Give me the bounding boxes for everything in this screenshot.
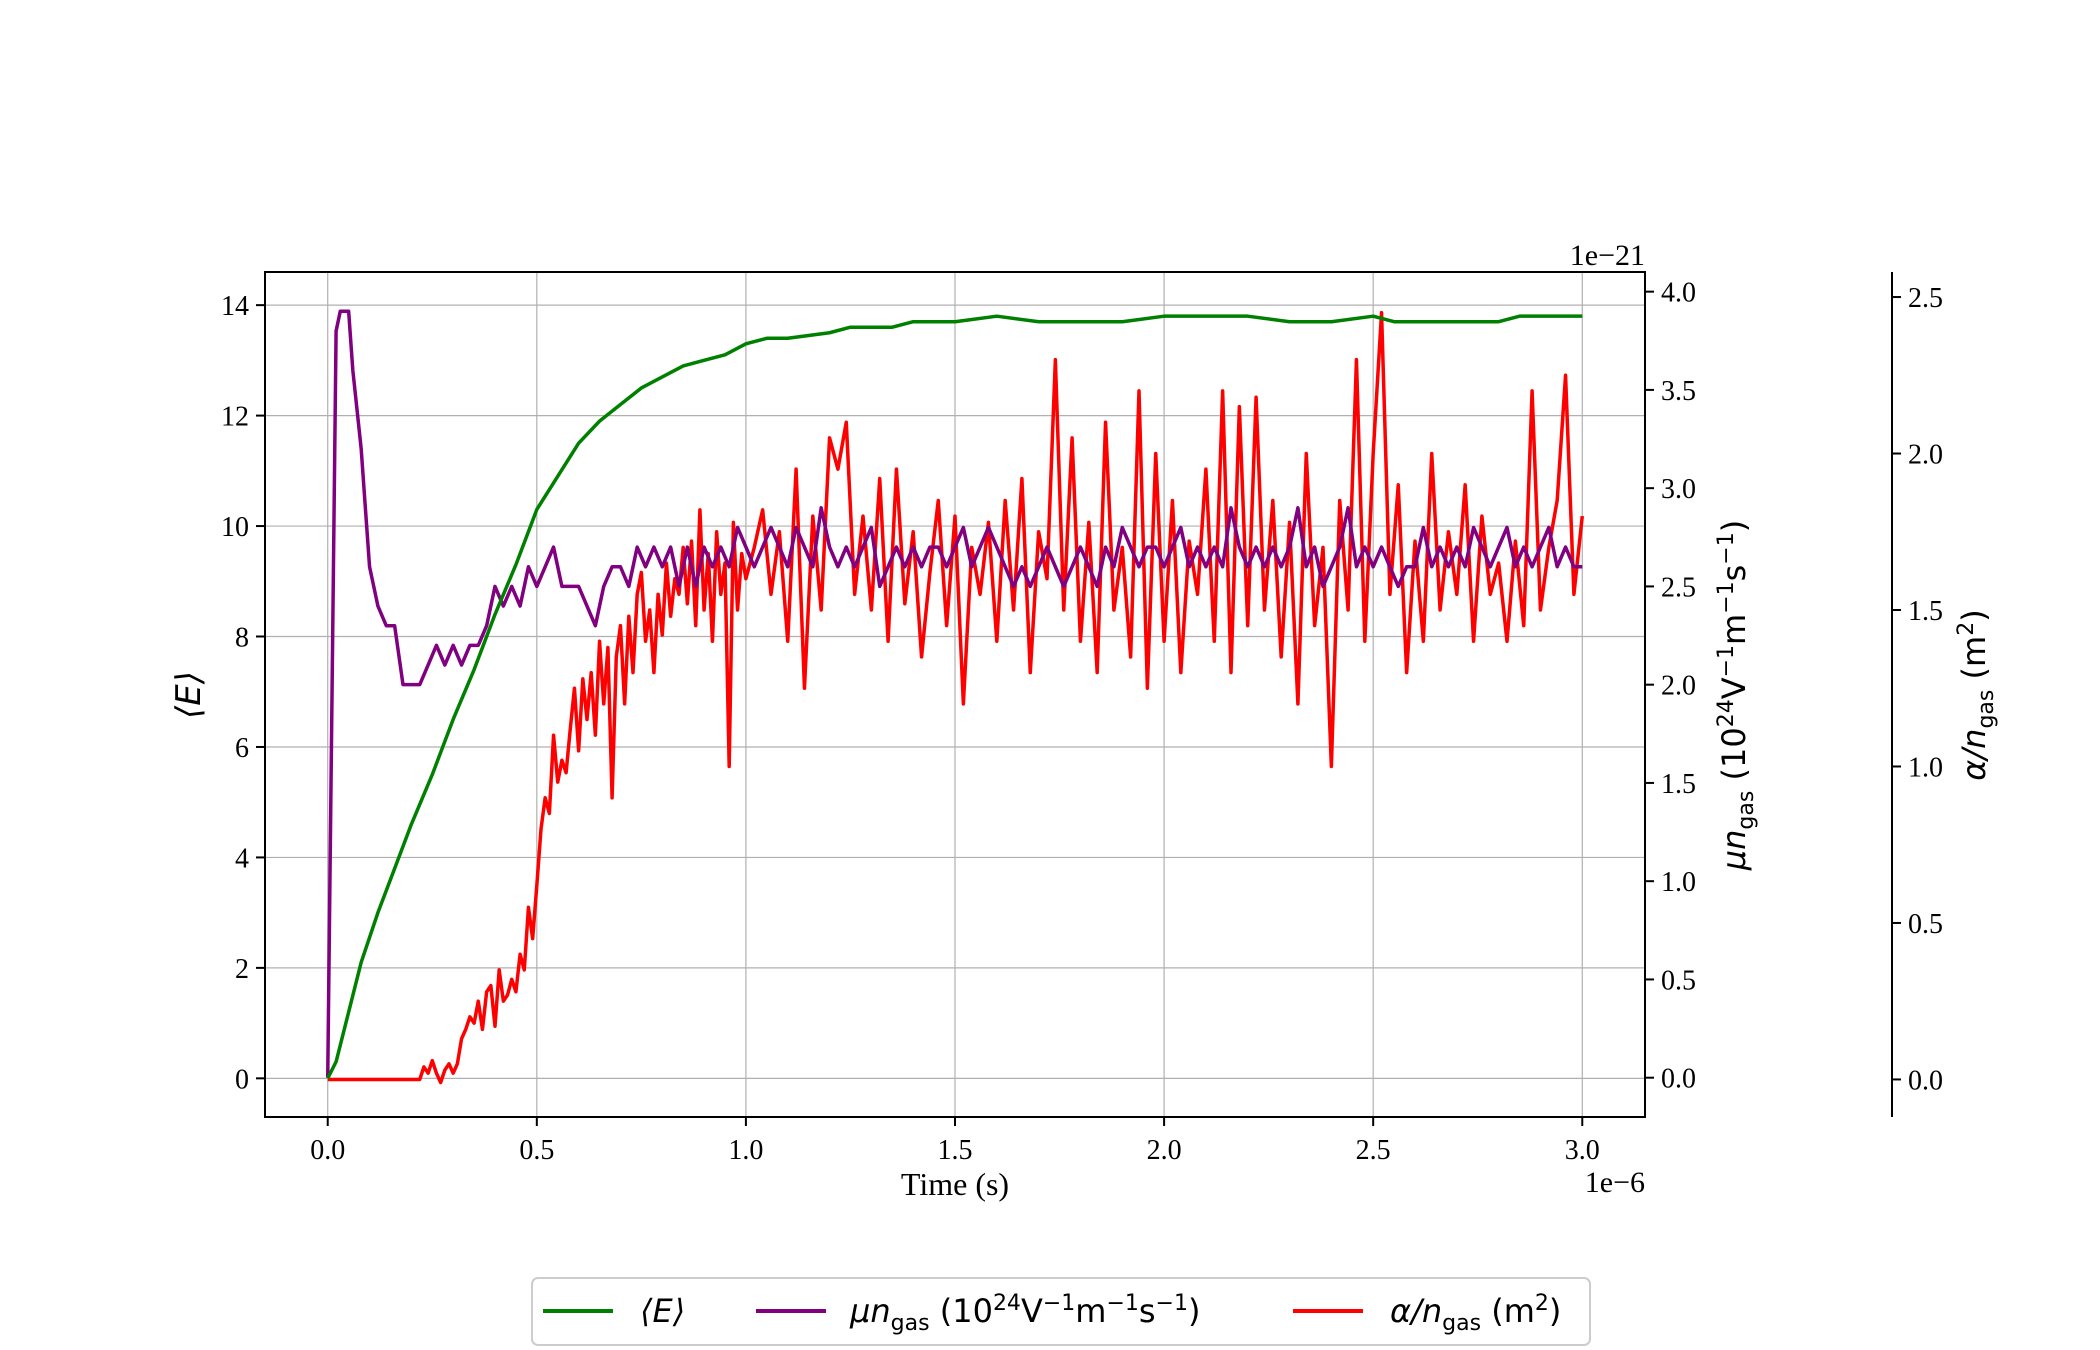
y-right2-label-main: α/n: [1955, 729, 1993, 781]
series-line-energy: [326, 314, 1583, 1080]
y-left-tick-label: 6: [235, 733, 249, 764]
y-right1-tick-label: 3.5: [1661, 376, 1696, 407]
legend-alpha-sup: 2: [1535, 1291, 1549, 1316]
series-line-mobility: [325, 309, 1583, 1078]
x-tick-label: 2.5: [1356, 1135, 1391, 1166]
y-right1-label-sup4: −1: [1714, 532, 1739, 564]
y-right2-axis-ticks: 0.0 0.5 1.0 1.5 2.0 2.5: [1892, 283, 1943, 1096]
y-right1-label-v: V: [1715, 677, 1753, 699]
y-right1-tick-label: 1.0: [1661, 867, 1696, 898]
series-line-alpha: [327, 310, 1585, 1085]
legend-alpha-main: α/n: [1390, 1292, 1442, 1330]
legend-mobility-s: s: [1139, 1292, 1156, 1330]
legend: ⟨E⟩ μngas (1024V−1m−1s−1) α/ngas (m2): [531, 1277, 1591, 1346]
y-right2-label-close: ): [1955, 609, 1993, 621]
legend-label-mobility: μngas (1024V−1m−1s−1): [849, 1291, 1200, 1336]
legend-mobility-main: μn: [849, 1292, 891, 1330]
y-left-axis-label: ⟨E⟩: [169, 671, 209, 719]
series-layer: [325, 309, 1585, 1085]
x-axis-ticks: 0.0 0.5 1.0 1.5 2.0 2.5 3.0: [310, 1117, 1600, 1166]
y-right1-label-sup2: −1: [1714, 645, 1739, 677]
y-right2-tick-label: 0.5: [1908, 909, 1943, 940]
y-right1-tick-label: 1.5: [1661, 769, 1696, 800]
y-left-tick-label: 2: [235, 954, 249, 985]
y-right1-label-m: m: [1715, 614, 1753, 645]
x-tick-label: 0.5: [519, 1135, 554, 1166]
y-right1-label-rest: (10: [1715, 727, 1753, 790]
legend-mobility-sup2: −1: [1043, 1291, 1075, 1316]
x-tick-label: 3.0: [1565, 1135, 1600, 1166]
y-right1-tick-label: 4.0: [1661, 278, 1696, 309]
legend-box: [531, 1277, 1591, 1346]
y-right1-tick-label: 0.5: [1661, 965, 1696, 996]
legend-alpha-close: ): [1549, 1292, 1561, 1330]
y-right1-offset-text: 1e−21: [1570, 239, 1645, 272]
legend-mobility-sub: gas: [891, 1311, 930, 1336]
y-right1-tick-label: 3.0: [1661, 474, 1696, 505]
y-right1-axis-label: μngas (1024V−1m−1s−1): [1714, 520, 1759, 871]
y-right2-axis-label: α/ngas (m2): [1954, 609, 1999, 780]
y-right1-label-sup3: −1: [1714, 581, 1739, 613]
y-right2-tick-label: 2.0: [1908, 440, 1943, 471]
y-right2-tick-label: 0.0: [1908, 1065, 1943, 1096]
legend-label-energy: ⟨E⟩: [640, 1292, 685, 1330]
y-right1-tick-label: 2.5: [1661, 572, 1696, 603]
legend-mobility-close: ): [1188, 1292, 1200, 1330]
y-right1-label-main: μn: [1715, 830, 1753, 872]
x-tick-label: 1.5: [938, 1135, 973, 1166]
legend-mobility-sup1: 24: [993, 1291, 1021, 1316]
y-right1-tick-label: 2.0: [1661, 671, 1696, 702]
legend-mobility-m: m: [1075, 1292, 1106, 1330]
legend-mobility-sup4: −1: [1156, 1291, 1188, 1316]
y-left-tick-label: 4: [235, 843, 249, 874]
y-right2-label-rest: (m: [1955, 636, 1993, 690]
y-right1-tick-label: 0.0: [1661, 1064, 1696, 1095]
y-left-tick-label: 10: [221, 512, 249, 543]
legend-mobility-v: V: [1021, 1292, 1043, 1330]
legend-alpha-rest: (m: [1481, 1292, 1535, 1330]
x-tick-label: 1.0: [728, 1135, 763, 1166]
y-left-axis-ticks: 0 2 4 6 8 10 12 14: [221, 291, 265, 1095]
y-right2-tick-label: 1.0: [1908, 752, 1943, 783]
y-right1-label-close: ): [1715, 520, 1753, 532]
y-right1-label-s: s: [1715, 565, 1753, 582]
y-right2-tick-label: 1.5: [1908, 596, 1943, 627]
y-right2-tick-label: 2.5: [1908, 283, 1943, 314]
x-tick-label: 0.0: [310, 1135, 345, 1166]
y-right1-label-sup1: 24: [1714, 699, 1739, 727]
y-right2-label-sub: gas: [1974, 690, 1999, 729]
y-left-tick-label: 0: [235, 1064, 249, 1095]
legend-mobility-rest: (10: [930, 1292, 993, 1330]
x-axis-offset-text: 1e−6: [1585, 1166, 1645, 1199]
x-tick-label: 2.0: [1147, 1135, 1182, 1166]
y-left-tick-label: 8: [235, 623, 249, 654]
legend-label-alpha: α/ngas (m2): [1390, 1291, 1561, 1336]
y-right1-axis-ticks: 0.0 0.5 1.0 1.5 2.0 2.5 3.0 3.5 4.0: [1645, 278, 1696, 1095]
y-left-tick-label: 14: [221, 291, 249, 322]
grid-lines: [265, 272, 1645, 1117]
y-left-tick-label: 12: [221, 402, 249, 433]
legend-alpha-sub: gas: [1442, 1311, 1481, 1336]
y-right2-label-sup: 2: [1954, 622, 1979, 636]
x-axis-label: Time (s): [901, 1166, 1009, 1202]
y-right1-label-sub: gas: [1734, 791, 1759, 830]
legend-mobility-sup3: −1: [1106, 1291, 1138, 1316]
